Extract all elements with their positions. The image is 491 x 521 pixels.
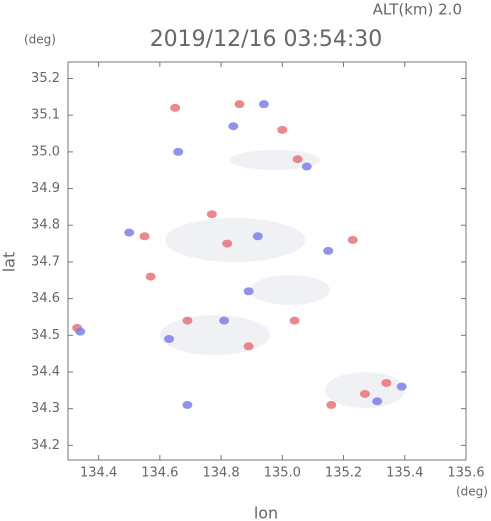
y-axis-label: lat <box>0 252 19 273</box>
point <box>252 232 263 241</box>
y-tick-label: 34.2 <box>31 438 60 453</box>
point <box>289 316 300 325</box>
point <box>164 334 175 343</box>
point <box>234 100 245 109</box>
point <box>301 162 312 171</box>
x-tick-label: 135.2 <box>325 466 362 481</box>
x-tick-label: 134.4 <box>80 466 117 481</box>
y-tick-label: 34.3 <box>31 401 60 416</box>
point <box>124 228 135 237</box>
x-tick-label: 135.0 <box>264 466 301 481</box>
point <box>292 155 303 164</box>
point <box>243 287 254 296</box>
x-tick-label: 134.6 <box>141 466 178 481</box>
echo-field <box>160 150 405 408</box>
point <box>170 103 181 112</box>
x-tick-label: 134.8 <box>202 466 239 481</box>
y-tick-label: 34.7 <box>31 254 60 269</box>
point <box>326 400 337 409</box>
y-tick-label: 35.1 <box>31 108 60 123</box>
chart-subtitle: ALT(km) 2.0 <box>373 1 462 19</box>
plot-frame <box>67 61 467 461</box>
point <box>173 147 184 156</box>
y-tick-label: 35.2 <box>31 71 60 86</box>
point <box>219 316 230 325</box>
point <box>372 397 383 406</box>
point <box>75 327 86 336</box>
point <box>182 316 193 325</box>
point <box>145 272 156 281</box>
point <box>396 382 407 391</box>
chart-title: 2019/12/16 03:54:30 <box>150 27 383 52</box>
y-tick-label: 34.8 <box>31 218 60 233</box>
x-tick-label: 135.4 <box>386 466 423 481</box>
point <box>243 342 254 351</box>
y-tick-label: 34.5 <box>31 328 60 343</box>
point <box>258 100 269 109</box>
point <box>277 125 288 134</box>
y-tick-label: 34.6 <box>31 291 60 306</box>
y-tick-label: 34.4 <box>31 364 60 379</box>
point <box>139 232 150 241</box>
x-axis-label: lon <box>254 504 278 521</box>
y-unit: (deg) <box>24 33 56 47</box>
point <box>359 389 370 398</box>
point <box>222 239 233 248</box>
point <box>206 210 217 219</box>
x-unit: (deg) <box>456 485 488 499</box>
x-tick-label: 135.6 <box>447 466 484 481</box>
y-tick-label: 35.0 <box>31 144 60 159</box>
point <box>182 400 193 409</box>
point <box>381 378 392 387</box>
point <box>323 246 334 255</box>
point <box>347 235 358 244</box>
y-tick-label: 34.9 <box>31 181 60 196</box>
point <box>228 122 239 131</box>
